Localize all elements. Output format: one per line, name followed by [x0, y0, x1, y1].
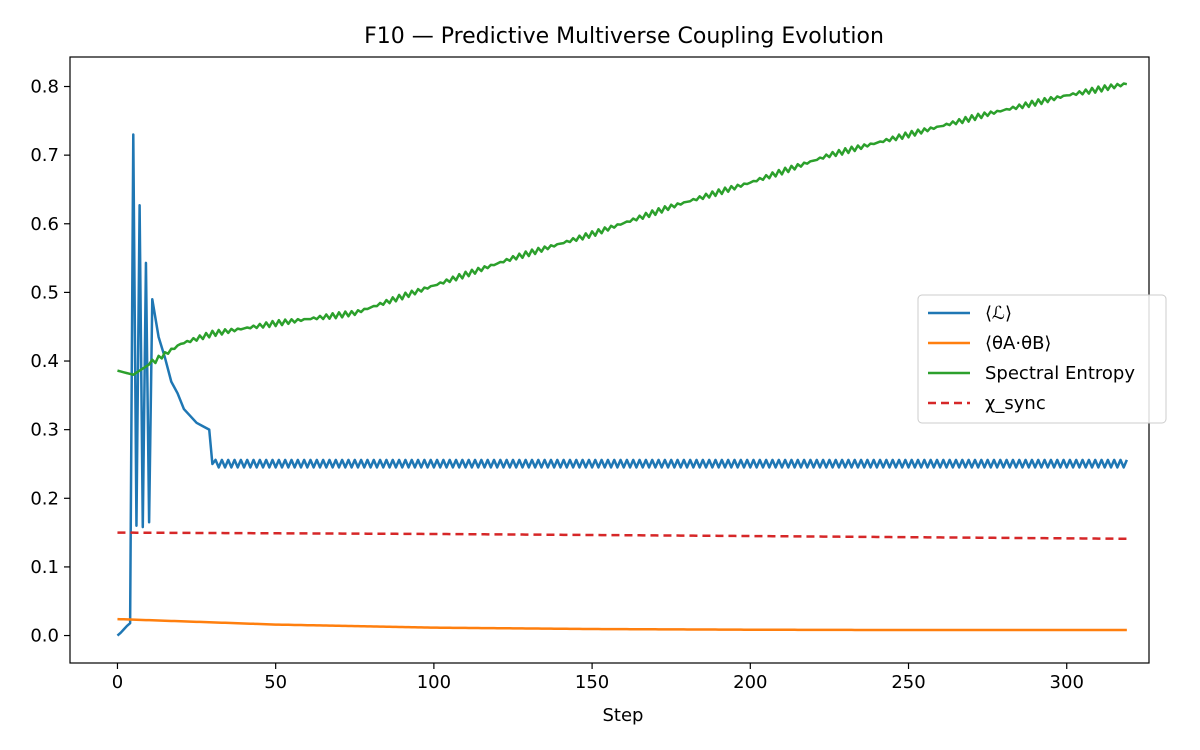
chart-title: F10 — Predictive Multiverse Coupling Evo… [364, 24, 884, 49]
y-tick-label: 0.6 [30, 214, 59, 235]
series-line-theta-product [117, 617, 1127, 632]
y-tick-label: 0.1 [30, 557, 59, 578]
x-tick-label: 300 [1050, 672, 1084, 693]
legend-box [917, 294, 1167, 424]
series-line-lagrangian [116, 133, 1129, 637]
x-tick-label: 0 [112, 672, 123, 693]
x-tick-label: 100 [417, 672, 451, 693]
y-tick-label: 0.7 [30, 145, 59, 166]
legend-label-chi-sync: χ_sync [985, 393, 1046, 414]
legend-label-theta-product: ⟨θA·θB⟩ [985, 333, 1051, 354]
legend-label-lagrangian: ⟨ℒ⟩ [985, 303, 1012, 324]
x-tick-label: 200 [733, 672, 767, 693]
series-layer [116, 82, 1129, 637]
x-tick-label: 150 [575, 672, 609, 693]
y-tick-label: 0.8 [30, 77, 59, 98]
y-axis: 0.0 0.1 0.2 0.3 0.4 0.5 0.6 0.7 0.8 [30, 77, 70, 647]
y-tick-label: 0.3 [30, 420, 59, 441]
y-tick-label: 0.4 [30, 351, 59, 372]
x-axis: 0 50 100 150 200 250 300 [112, 663, 1084, 693]
y-tick-label: 0.2 [30, 488, 59, 509]
x-axis-title: Step [603, 705, 644, 726]
x-tick-label: 50 [264, 672, 287, 693]
series-line-spectral-entropy [117, 82, 1128, 377]
legend: ⟨ℒ⟩ ⟨θA·θB⟩ Spectral Entropy χ_sync [917, 294, 1167, 424]
y-tick-label: 0.5 [30, 282, 59, 303]
y-tick-label: 0.0 [30, 626, 59, 647]
legend-label-spectral-entropy: Spectral Entropy [985, 363, 1135, 384]
x-tick-label: 250 [891, 672, 925, 693]
